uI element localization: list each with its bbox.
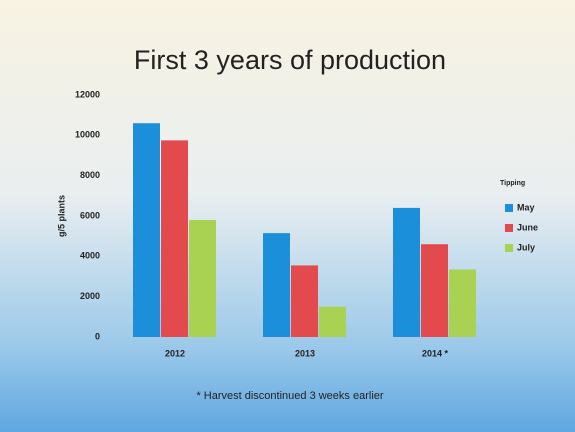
y-tick-label: 2000 (80, 291, 100, 301)
legend-label: July (517, 242, 535, 252)
annotation: * Harvest discontinued 3 weeks earlier (196, 390, 383, 402)
x-tick-label: 2014 * (422, 348, 449, 358)
bar (449, 269, 476, 337)
bar (291, 265, 318, 337)
legend-title: Tipping (500, 180, 525, 187)
y-tick-label: 0 (95, 331, 100, 341)
bar (393, 207, 420, 337)
y-tick-label: 4000 (80, 251, 100, 261)
bar (133, 123, 160, 337)
bar (421, 244, 448, 337)
bar (161, 140, 188, 337)
bar (263, 233, 290, 337)
legend-swatch (505, 224, 513, 232)
y-tick-label: 8000 (80, 170, 100, 180)
y-tick-label: 12000 (75, 89, 100, 99)
bar (319, 306, 346, 337)
legend-label: May (517, 202, 535, 212)
y-tick-label: 6000 (80, 210, 100, 220)
legend-swatch (505, 204, 513, 212)
x-tick-label: 2012 (165, 348, 185, 358)
legend-swatch (505, 244, 513, 252)
x-tick-label: 2013 (295, 348, 315, 358)
legend-label: June (517, 222, 538, 232)
chart-title: First 3 years of production (134, 45, 446, 75)
y-axis-label: g/5 plants (56, 195, 66, 237)
bar (189, 220, 216, 337)
y-tick-label: 10000 (75, 130, 100, 140)
